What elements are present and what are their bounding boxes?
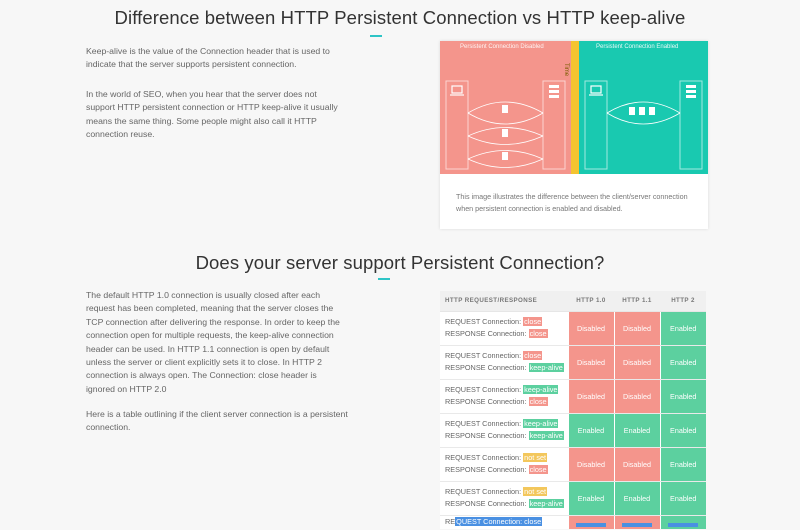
connection-table: HTTP REQUEST/RESPONSE HTTP 1.0 HTTP 1.1 … bbox=[440, 291, 706, 529]
response-label: RESPONSE Connection: bbox=[445, 363, 527, 372]
status-cell-h2: Enabled bbox=[659, 413, 706, 448]
keepalive-paragraph: Keep-alive is the value of the Connectio… bbox=[86, 46, 330, 70]
header-http10: HTTP 1.0 bbox=[568, 291, 614, 312]
status-cell-h11: Enabled bbox=[613, 413, 660, 448]
header-http11: HTTP 1.1 bbox=[614, 291, 660, 312]
header-http2: HTTP 2 bbox=[660, 291, 706, 312]
request-label: REQUEST Connection: bbox=[445, 385, 522, 394]
request-response-cell: REQUEST Connection: not set RESPONSE Conn… bbox=[440, 481, 568, 516]
table-header-row: HTTP REQUEST/RESPONSE HTTP 1.0 HTTP 1.1 … bbox=[440, 291, 706, 312]
response-value: close bbox=[528, 397, 548, 406]
response-label: RESPONSE Connection: bbox=[445, 397, 527, 406]
response-label: RESPONSE Connection: bbox=[445, 431, 527, 440]
request-response-cell: REQUEST Connection: keep-alive RESPONSE C… bbox=[440, 413, 568, 448]
table-row-partial: REQUEST Connection: close bbox=[440, 515, 706, 529]
persistent-enabled-panel: Persistent Connection Enabled bbox=[579, 41, 708, 174]
http-versions-paragraph: The default HTTP 1.0 connection is usual… bbox=[86, 290, 340, 394]
request-value: not set bbox=[523, 453, 548, 462]
response-value: keep-alive bbox=[528, 363, 564, 372]
table-intro-paragraph: Here is a table outlining if the client … bbox=[86, 409, 348, 433]
request-label: REQUEST Connection: bbox=[445, 351, 522, 360]
request-label: REQUEST Connection: bbox=[445, 453, 522, 462]
status-cell-h2: Enabled bbox=[659, 379, 706, 414]
table-row: REQUEST Connection: not set RESPONSE Conn… bbox=[440, 481, 706, 516]
status-cell-h2: Enabled bbox=[659, 447, 706, 482]
status-cell-h10: Disabled bbox=[567, 311, 614, 346]
request-value: not set bbox=[523, 487, 548, 496]
status-cell-h11: Enabled bbox=[613, 481, 660, 516]
section-title-server-support: Does your server support Persistent Conn… bbox=[195, 252, 605, 273]
section-title-persistent-vs-keepalive: Difference between HTTP Persistent Conne… bbox=[114, 7, 686, 28]
enabled-connection-diagram bbox=[584, 80, 703, 170]
request-response-cell: REQUEST Connection: keep-alive RESPONSE C… bbox=[440, 379, 568, 414]
title-underline bbox=[370, 35, 382, 37]
request-value: close bbox=[523, 351, 543, 360]
status-cell-h11: Disabled bbox=[613, 345, 660, 380]
response-value: keep-alive bbox=[528, 431, 564, 440]
request-response-cell: REQUEST Connection: close RESPONSE Connec… bbox=[440, 311, 568, 346]
table-row: REQUEST Connection: keep-alive RESPONSE C… bbox=[440, 413, 706, 448]
status-cell-h11: Disabled bbox=[613, 311, 660, 346]
request-response-cell: REQUEST Connection: close RESPONSE Connec… bbox=[440, 345, 568, 380]
request-label: REQUEST Connection: bbox=[445, 317, 522, 326]
response-value: close bbox=[528, 465, 548, 474]
illustration-caption: This image illustrates the difference be… bbox=[456, 192, 688, 213]
table-row: REQUEST Connection: close RESPONSE Connec… bbox=[440, 345, 706, 380]
persistent-disabled-title: Persistent Connection Disabled bbox=[460, 44, 544, 50]
response-value: close bbox=[528, 329, 548, 338]
status-cell-h2: Enabled bbox=[659, 345, 706, 380]
disabled-connection-diagram bbox=[445, 80, 566, 170]
request-value: keep-alive bbox=[523, 385, 559, 394]
status-cell-h2: Enabled bbox=[659, 481, 706, 516]
table-row: REQUEST Connection: keep-alive RESPONSE C… bbox=[440, 379, 706, 414]
status-cell-h2: Enabled bbox=[659, 311, 706, 346]
table-row: REQUEST Connection: not set RESPONSE Conn… bbox=[440, 447, 706, 482]
request-response-cell: REQUEST Connection: not set RESPONSE Conn… bbox=[440, 447, 568, 482]
request-label: REQUEST Connection: bbox=[445, 419, 522, 428]
status-cell-h10: Disabled bbox=[567, 447, 614, 482]
partial-prefix: RE bbox=[445, 516, 456, 526]
persistent-disabled-panel: Persistent Connection Disabled bbox=[440, 41, 571, 174]
status-cell-h10: Disabled bbox=[567, 345, 614, 380]
title-underline-2 bbox=[378, 278, 390, 280]
illustration-card: Persistent Connection Disabled Time bbox=[440, 41, 708, 229]
time-label: Time bbox=[563, 63, 569, 77]
status-cell-h11: Disabled bbox=[613, 447, 660, 482]
status-cell-h11 bbox=[613, 515, 660, 529]
response-label: RESPONSE Connection: bbox=[445, 329, 527, 338]
status-cell-h10: Enabled bbox=[567, 481, 614, 516]
request-label: REQUEST Connection: bbox=[445, 487, 522, 496]
seo-paragraph: In the world of SEO, when you hear that … bbox=[86, 89, 338, 140]
table-row: REQUEST Connection: close RESPONSE Connec… bbox=[440, 311, 706, 346]
persistent-enabled-title: Persistent Connection Enabled bbox=[596, 44, 679, 50]
response-label: RESPONSE Connection: bbox=[445, 465, 527, 474]
status-cell-h10: Enabled bbox=[567, 413, 614, 448]
request-response-cell: REQUEST Connection: close bbox=[440, 515, 568, 529]
status-cell-h2 bbox=[659, 515, 706, 529]
time-bar bbox=[571, 41, 579, 174]
status-cell-h11: Disabled bbox=[613, 379, 660, 414]
request-value: close bbox=[523, 317, 543, 326]
header-request-response: HTTP REQUEST/RESPONSE bbox=[440, 291, 568, 312]
status-cell-h10 bbox=[567, 515, 614, 529]
partial-request-value: QUEST Connection: close bbox=[455, 516, 543, 526]
response-value: keep-alive bbox=[528, 499, 564, 508]
status-cell-h10: Disabled bbox=[567, 379, 614, 414]
request-value: keep-alive bbox=[523, 419, 559, 428]
response-label: RESPONSE Connection: bbox=[445, 499, 527, 508]
